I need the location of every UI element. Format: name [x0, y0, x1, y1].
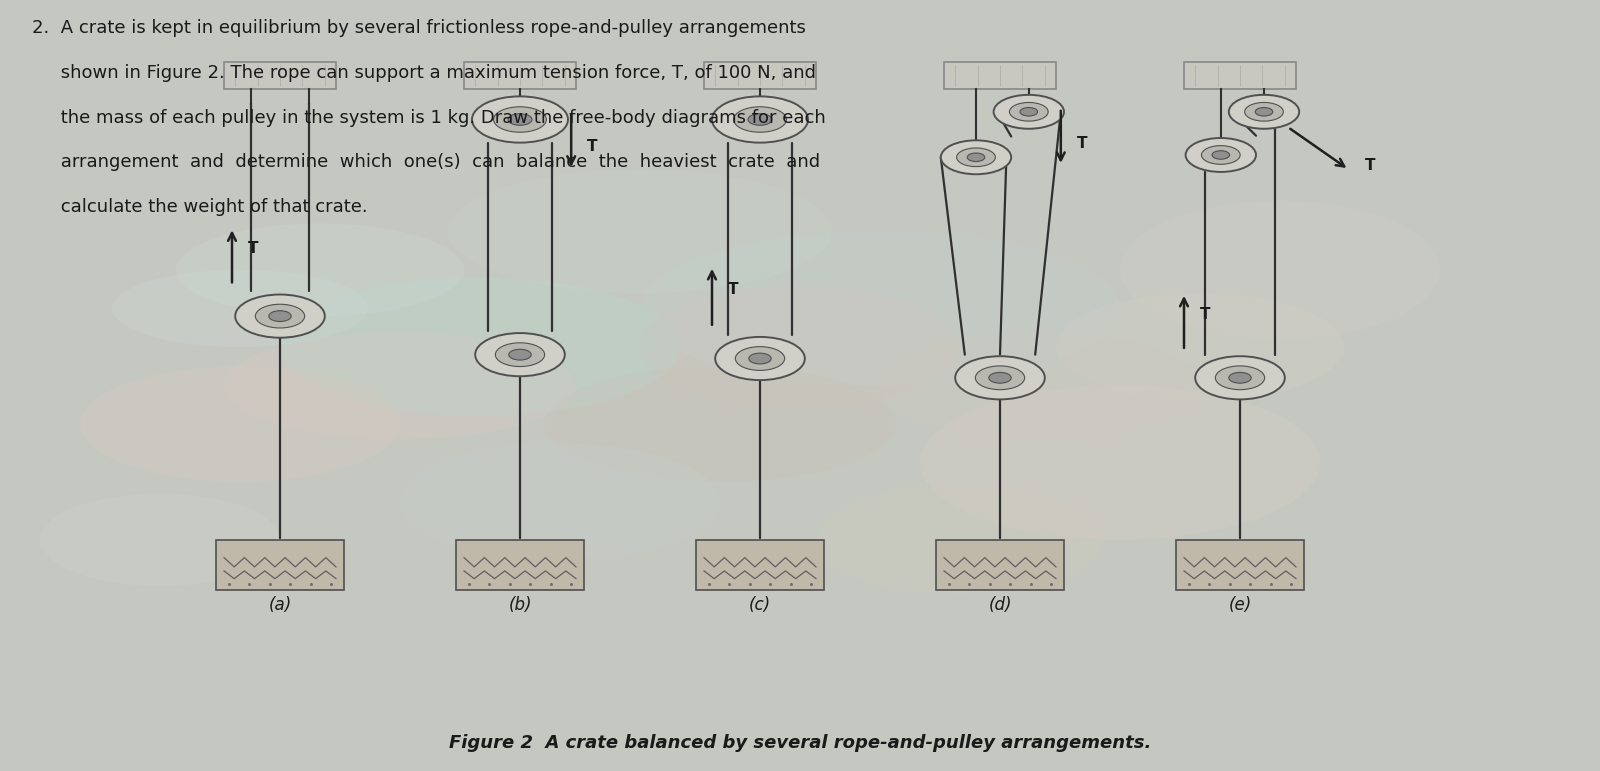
Circle shape: [269, 311, 291, 322]
Ellipse shape: [544, 366, 896, 482]
Circle shape: [976, 366, 1024, 389]
Ellipse shape: [640, 285, 960, 409]
Circle shape: [235, 295, 325, 338]
Bar: [944, 62, 1056, 89]
Circle shape: [493, 107, 546, 133]
Bar: [1176, 540, 1304, 590]
Ellipse shape: [448, 170, 832, 293]
Text: 2.  A crate is kept in equilibrium by several frictionless rope-and-pulley arran: 2. A crate is kept in equilibrium by sev…: [32, 19, 806, 37]
Bar: [936, 540, 1064, 590]
Text: T: T: [1077, 136, 1088, 150]
Circle shape: [989, 372, 1011, 383]
Circle shape: [509, 349, 531, 360]
Circle shape: [472, 96, 568, 143]
Circle shape: [475, 333, 565, 376]
Circle shape: [941, 140, 1011, 174]
Circle shape: [715, 337, 805, 380]
Circle shape: [256, 305, 304, 328]
Circle shape: [1195, 356, 1285, 399]
Ellipse shape: [80, 366, 400, 482]
Ellipse shape: [40, 493, 280, 586]
Circle shape: [1256, 107, 1274, 116]
Bar: [224, 62, 336, 89]
Text: (b): (b): [509, 596, 531, 614]
Ellipse shape: [1056, 293, 1344, 401]
Ellipse shape: [880, 332, 1200, 439]
Bar: [704, 62, 816, 89]
Circle shape: [1010, 103, 1048, 121]
Circle shape: [994, 95, 1064, 129]
Bar: [696, 540, 824, 590]
Circle shape: [966, 153, 984, 162]
Circle shape: [749, 113, 771, 126]
Text: T: T: [728, 281, 739, 297]
Circle shape: [733, 107, 787, 133]
Text: T: T: [1365, 158, 1376, 173]
Ellipse shape: [280, 278, 680, 416]
Circle shape: [736, 347, 784, 370]
Text: (d): (d): [989, 596, 1011, 614]
Circle shape: [1229, 95, 1299, 129]
Text: T: T: [1200, 307, 1211, 322]
Circle shape: [1021, 107, 1037, 116]
Text: (c): (c): [749, 596, 771, 614]
Circle shape: [1186, 138, 1256, 172]
Circle shape: [1202, 146, 1240, 164]
Ellipse shape: [176, 224, 464, 316]
Circle shape: [1216, 366, 1264, 389]
Text: T: T: [248, 241, 259, 256]
Text: Figure 2  A crate balanced by several rope-and-pulley arrangements.: Figure 2 A crate balanced by several rop…: [450, 734, 1150, 752]
Bar: [216, 540, 344, 590]
Text: (a): (a): [269, 596, 291, 614]
Circle shape: [712, 96, 808, 143]
Bar: [1184, 62, 1296, 89]
Circle shape: [496, 343, 544, 366]
Ellipse shape: [640, 231, 1120, 386]
Ellipse shape: [112, 270, 368, 347]
Circle shape: [1213, 151, 1229, 160]
Bar: [456, 540, 584, 590]
Text: T: T: [587, 140, 598, 154]
Text: (e): (e): [1229, 596, 1251, 614]
Circle shape: [509, 113, 531, 126]
Circle shape: [957, 148, 995, 167]
Ellipse shape: [920, 386, 1320, 540]
Circle shape: [749, 353, 771, 364]
Ellipse shape: [400, 443, 720, 559]
Circle shape: [955, 356, 1045, 399]
Ellipse shape: [224, 332, 576, 439]
Ellipse shape: [1120, 200, 1440, 339]
Circle shape: [1245, 103, 1283, 121]
Ellipse shape: [816, 486, 1104, 594]
Text: shown in Figure 2. The rope can support a maximum tension force, T, of 100 N, an: shown in Figure 2. The rope can support …: [32, 64, 816, 82]
Text: calculate the weight of that crate.: calculate the weight of that crate.: [32, 198, 368, 216]
Text: arrangement  and  determine  which  one(s)  can  balance  the  heaviest  crate  : arrangement and determine which one(s) c…: [32, 153, 821, 171]
Circle shape: [1229, 372, 1251, 383]
Text: the mass of each pulley in the system is 1 kg. Draw the free-body diagrams for e: the mass of each pulley in the system is…: [32, 109, 826, 126]
Bar: [464, 62, 576, 89]
